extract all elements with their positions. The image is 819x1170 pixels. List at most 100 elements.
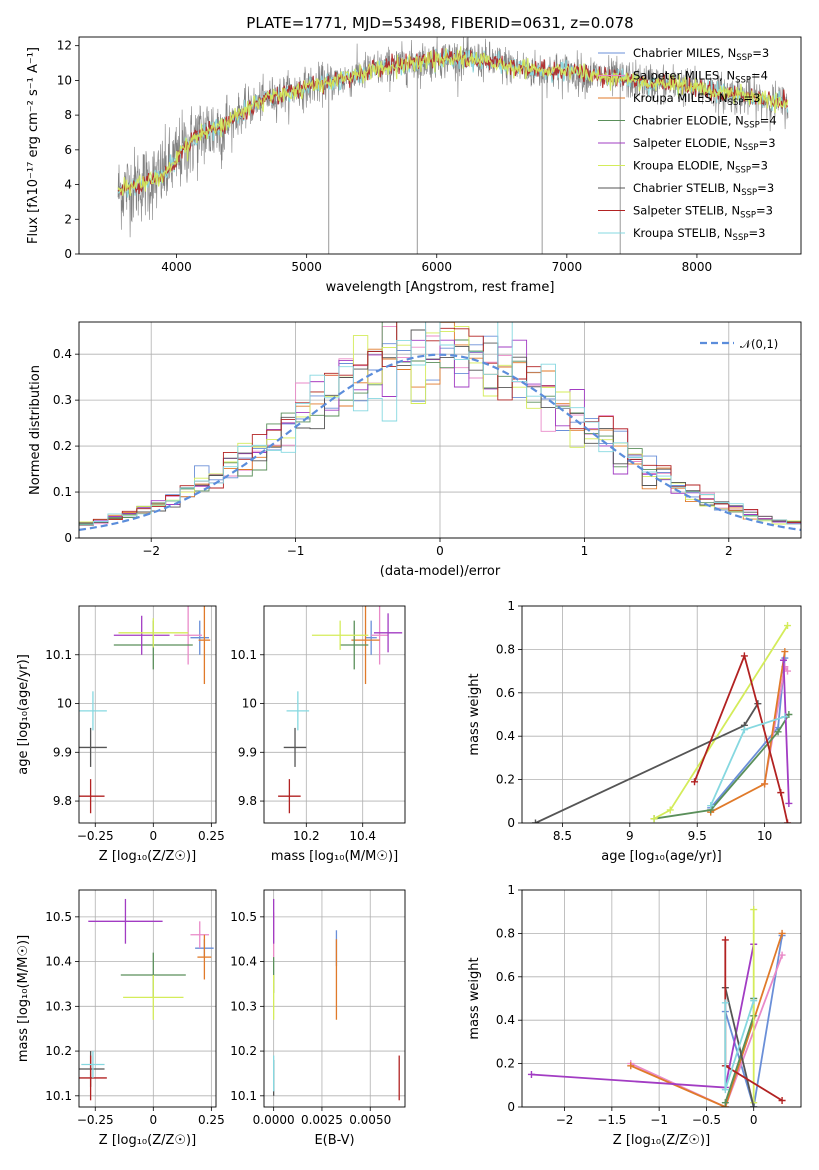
legend-nssp: 3 [761, 159, 768, 173]
x-tick-label: 1 [581, 544, 589, 558]
x-tick-label: 6000 [421, 260, 452, 274]
weight-marker [750, 906, 758, 914]
legend-sep: , N [727, 136, 743, 150]
legend-sep: , N [717, 226, 733, 240]
y-axis-label: mass [log₁₀(M/M☉)] [16, 935, 31, 1062]
y-tick-label: 10.5 [230, 910, 257, 924]
legend-sep: , N [724, 204, 740, 218]
legend-series-name: Kroupa ELODIE [633, 159, 719, 173]
x-axis-label: Z [log₁₀(Z/Z☉)] [99, 849, 196, 864]
x-tick-label: 0 [436, 544, 444, 558]
weight-marker [785, 711, 793, 718]
y-tick-label: 1 [507, 883, 515, 897]
legend-entry: Kroupa MILES, NSSP=3 [633, 91, 760, 108]
y-tick-label: 8 [64, 108, 72, 122]
y-tick-label: 0.2 [496, 773, 515, 787]
legend-sub: SSP [743, 143, 759, 153]
x-axis-label: wavelength [Angstrom, rest frame] [326, 280, 555, 295]
weight-marker [781, 713, 789, 721]
legend-series-name: Salpeter ELODIE [633, 136, 727, 150]
legend-nssp: 3 [762, 46, 769, 60]
weight-marker [777, 789, 785, 797]
grid [264, 890, 405, 1107]
legend-sep: , N [712, 91, 728, 105]
residual-hist [79, 339, 801, 524]
weight-marker [721, 1086, 729, 1094]
plot-area [273, 898, 400, 1101]
legend-nssp: 3 [753, 91, 760, 105]
legend-nssp: 3 [758, 226, 765, 240]
weight-marker [774, 728, 782, 736]
plot-area [117, 37, 789, 254]
x-tick-label: 0 [149, 829, 157, 843]
legend-sub: SSP [728, 98, 744, 108]
legend-series-name: Chabrier ELODIE [633, 114, 728, 128]
legend-entry: Kroupa STELIB, NSSP=3 [633, 226, 765, 243]
x-tick-label: 0.25 [198, 829, 225, 843]
y-tick-label: 0 [64, 531, 72, 545]
plot-area [531, 622, 793, 823]
plot-area [527, 906, 786, 1107]
weight-line [630, 954, 783, 1107]
y-tick-label: 2 [64, 212, 72, 226]
y-tick-label: 9.8 [238, 794, 257, 808]
x-tick-label: 7000 [552, 260, 583, 274]
legend-series-name: Chabrier MILES [633, 46, 720, 60]
axes-frame [78, 36, 802, 255]
panel-z-mass: −0.25 0 0.25 10.1 10.2 10.3 10.4 10.5 Z [log₁₀(Z… [16, 889, 225, 1148]
legend-entry: Salpeter STELIB, NSSP=3 [633, 204, 773, 221]
panel-ebv-mass: 0.0000 0.0025 0.0050 10.1 10.2 10.3 10.4 10.5 E(… [230, 889, 406, 1148]
weight-marker [531, 819, 539, 823]
legend-sub: SSP [736, 53, 752, 63]
legend-series-name: Salpeter STELIB [633, 204, 724, 218]
weight-marker [740, 652, 748, 660]
x-axis-label: age [log₁₀(age/yr)] [601, 849, 722, 864]
y-tick-label: 10 [57, 697, 72, 711]
x-axis-label: Z [log₁₀(Z/Z☉)] [99, 1133, 196, 1148]
legend-entry: Salpeter MILES, NSSP=4 [633, 69, 768, 86]
weight-marker [778, 929, 786, 937]
y-tick-label: 0 [507, 816, 515, 830]
y-tick-label: 0.2 [53, 439, 72, 453]
weight-marker [784, 819, 792, 823]
legend-entry: Chabrier MILES, NSSP=3 [633, 46, 769, 63]
x-tick-label: −2 [556, 1113, 574, 1127]
axes-frame [263, 889, 406, 1108]
y-axis-label: age [log₁₀(age/yr)] [16, 654, 31, 775]
legend-entry: Kroupa ELODIE, NSSP=3 [633, 159, 768, 176]
legend-series-name: Kroupa MILES [633, 91, 712, 105]
x-tick-label: 9.5 [688, 829, 707, 843]
legend-sub: SSP [740, 211, 756, 221]
y-tick-label: 10.1 [45, 1089, 72, 1103]
legend-sub: SSP [735, 166, 751, 176]
legend-eq: = [743, 91, 753, 105]
grid [264, 606, 405, 823]
y-tick-label: 9.9 [238, 745, 257, 759]
y-tick-label: 0.2 [496, 1057, 515, 1071]
x-tick-label: 4000 [161, 260, 192, 274]
axes-frame [521, 605, 802, 824]
legend-eq: = [757, 181, 767, 195]
weight-marker [627, 1062, 635, 1070]
weight-marker [721, 999, 729, 1007]
x-tick-label: 0.0050 [349, 1113, 391, 1127]
residual-hist [79, 322, 801, 526]
y-tick-label: 12 [57, 39, 72, 53]
legend-sub: SSP [735, 76, 751, 86]
weight-marker [707, 802, 715, 810]
legend-sep: , N [728, 114, 744, 128]
x-tick-label: 0.25 [198, 1113, 225, 1127]
y-tick-label: 0 [507, 1100, 515, 1114]
x-tick-label: 10.2 [293, 829, 320, 843]
y-tick-label: 10.5 [45, 910, 72, 924]
x-tick-label: 5000 [291, 260, 322, 274]
y-axis-label: mass weight [467, 957, 482, 1039]
y-tick-label: 9.9 [53, 745, 72, 759]
panel-weight-age: 8.5 9 9.5 10 0 0.2 0.4 0.6 0.8 1 age [log₁₀(age/yr… [467, 599, 802, 864]
legend-nssp: 4 [769, 114, 776, 128]
y-tick-label: 0.4 [53, 347, 72, 361]
panel-residuals: −2 −1 0 1 2 0 0.1 0.2 0.3 0.4 (data-model)/error No… [28, 321, 802, 579]
weight-line [653, 714, 790, 820]
weight-marker [740, 726, 748, 734]
